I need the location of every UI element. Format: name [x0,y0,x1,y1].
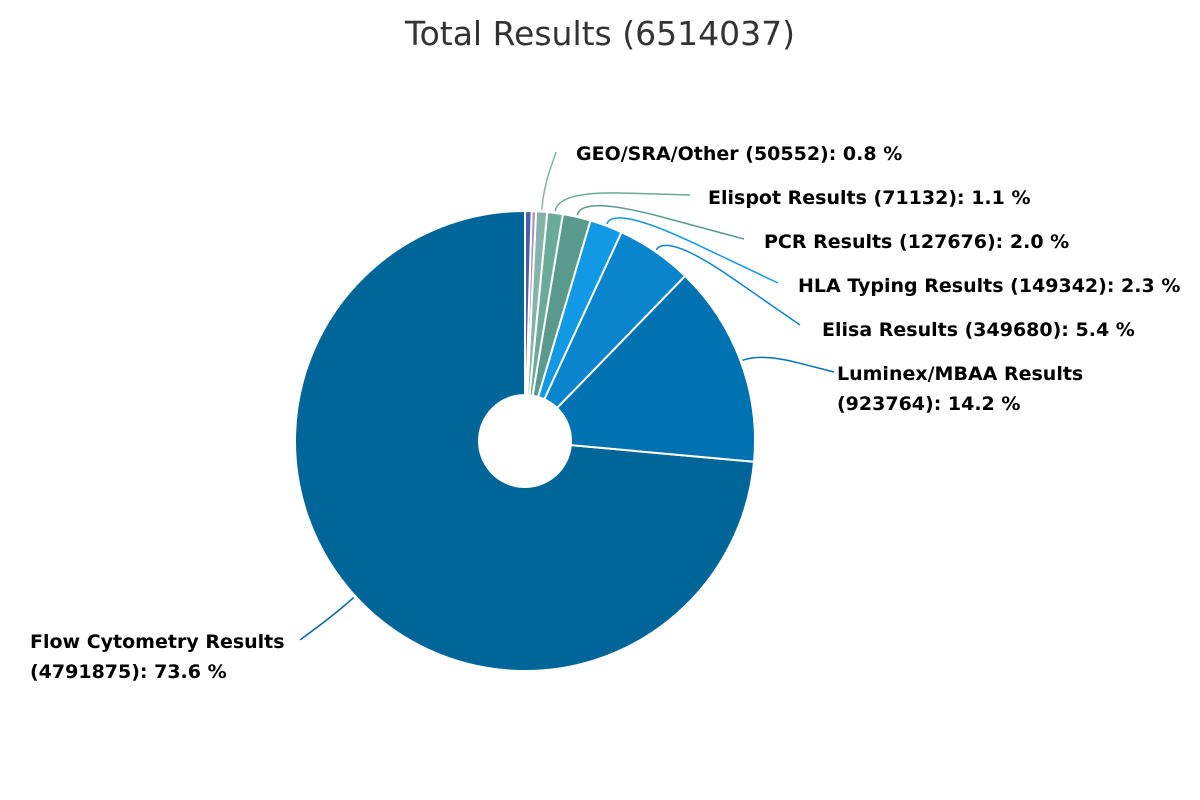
label-connector [576,205,745,240]
slice-label: Elispot Results (71132): 1.1 % [708,187,1031,209]
slice-label: Elisa Results (349680): 5.4 % [822,319,1135,341]
slice-label: PCR Results (127676): 2.0 % [764,231,1069,253]
pie-slice-flow-cytometry-results[interactable] [294,209,756,672]
pie-slice-8[interactable] [524,209,533,397]
slice-label: GEO/SRA/Other (50552): 0.8 % [576,143,902,165]
label-connector [554,192,691,212]
label-connector [742,356,835,373]
chart-title: Total Results (6514037) [405,14,795,53]
label-connector [299,596,355,641]
slice-label: Flow Cytometry Results (4791875): 73.6 % [30,631,285,683]
label-connector [655,244,801,326]
slice-label: Luminex/MBAA Results (923764): 14.2 % [837,363,1083,415]
pie-slice-elisa-results[interactable] [542,230,687,410]
label-connector [541,151,557,210]
slice-label: HLA Typing Results (149342): 2.3 % [798,275,1180,297]
pie-slice-luminex-mbaa-results[interactable] [555,274,756,463]
label-connector [606,217,779,284]
